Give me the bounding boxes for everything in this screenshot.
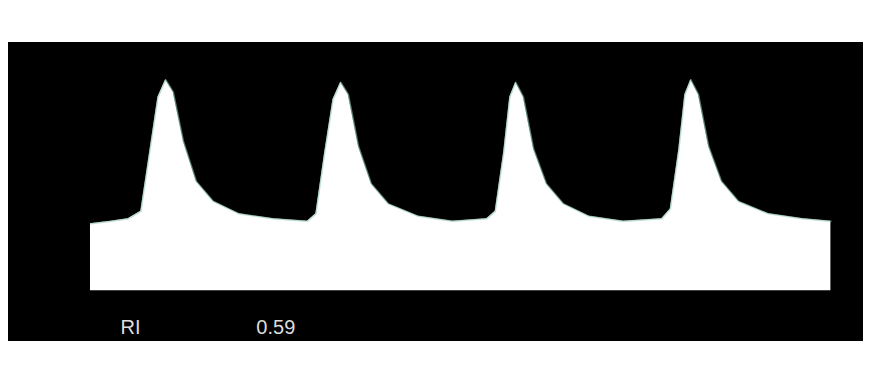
svg-text:RI: RI bbox=[121, 316, 141, 338]
svg-text:0.59: 0.59 bbox=[256, 316, 295, 338]
